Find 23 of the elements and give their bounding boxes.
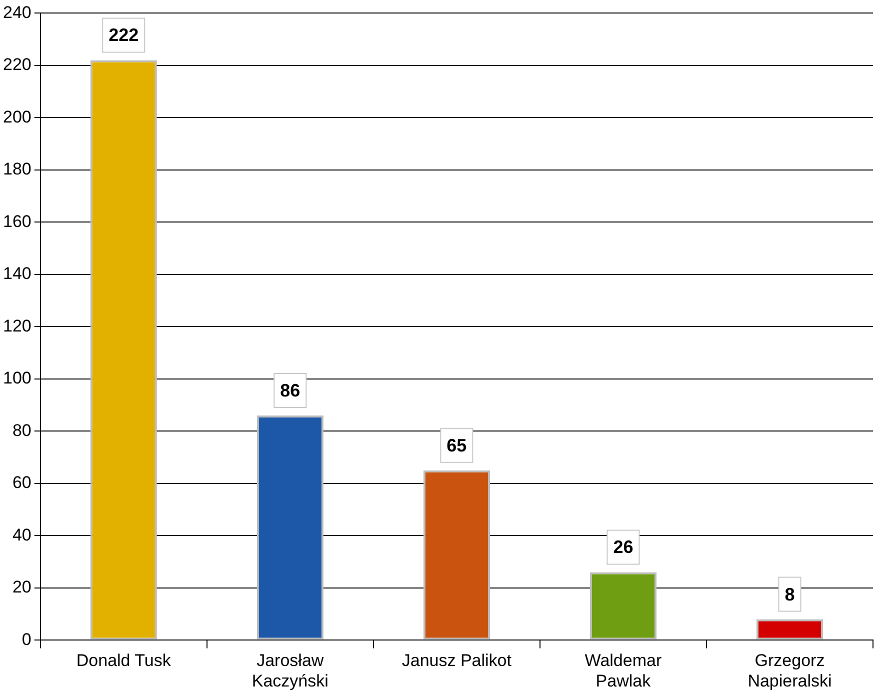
y-tick-label: 20 [12,578,32,597]
y-tick-label: 60 [12,473,32,492]
x-tick-label: Jarosław Kaczyński [252,651,328,690]
data-label: 222 [108,25,139,46]
y-tick-label: 100 [2,368,32,388]
data-label: 65 [446,435,467,456]
y-tick-label: 140 [2,264,32,284]
y-tick-label: 40 [12,525,32,544]
y-tick-label: 80 [12,420,32,440]
x-tick-label: Grzegorz Napieralski [748,651,832,690]
data-label: 86 [280,380,300,400]
y-tick-label: 160 [2,212,32,231]
y-tick-label: 240 [2,2,32,22]
y-tick-label: 0 [22,630,32,649]
y-tick-label: 120 [2,316,32,336]
y-tick-label: 220 [2,55,32,74]
data-label: 8 [784,584,795,604]
x-tick-label: Janusz Palikot [402,651,512,670]
y-tick-label: 180 [2,160,32,179]
data-label: 26 [613,537,634,558]
y-tick-label: 200 [2,107,32,126]
x-tick-label: Donald Tusk [76,651,172,670]
x-tick-label: Waldemar Pawlak [584,651,662,690]
